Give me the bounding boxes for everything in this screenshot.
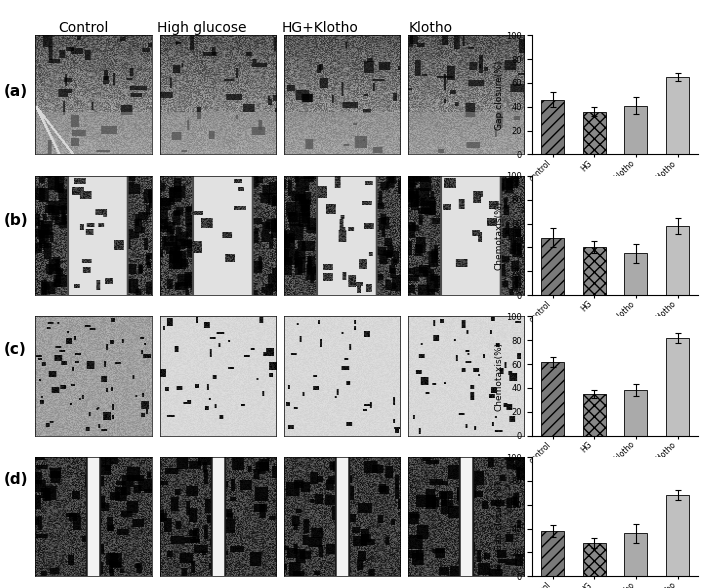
- Y-axis label: Chemotaxis(%): Chemotaxis(%): [495, 201, 503, 270]
- Y-axis label: Chemotaxis(%): Chemotaxis(%): [495, 342, 503, 410]
- Text: (a): (a): [4, 83, 28, 99]
- Text: High glucose: High glucose: [157, 21, 247, 35]
- Bar: [625, 533, 647, 576]
- Bar: [625, 106, 647, 155]
- Bar: [541, 99, 564, 155]
- Bar: [666, 77, 689, 155]
- Bar: [666, 226, 689, 295]
- Bar: [541, 238, 564, 295]
- Text: HG+Klotho: HG+Klotho: [282, 21, 359, 35]
- Bar: [541, 531, 564, 576]
- Bar: [666, 338, 689, 436]
- Bar: [583, 394, 605, 436]
- Bar: [541, 362, 564, 436]
- Bar: [583, 248, 605, 295]
- Bar: [583, 543, 605, 576]
- Bar: [583, 112, 605, 155]
- Bar: [625, 253, 647, 295]
- Text: (d): (d): [4, 472, 28, 487]
- Text: Klotho: Klotho: [409, 21, 453, 35]
- Bar: [666, 495, 689, 576]
- Text: (c): (c): [4, 342, 26, 358]
- Text: Control: Control: [58, 21, 109, 35]
- Y-axis label: Gap closure(%): Gap closure(%): [495, 60, 503, 129]
- Y-axis label: Gap closure(%): Gap closure(%): [495, 482, 503, 552]
- Bar: [625, 390, 647, 436]
- Text: (b): (b): [4, 213, 28, 228]
